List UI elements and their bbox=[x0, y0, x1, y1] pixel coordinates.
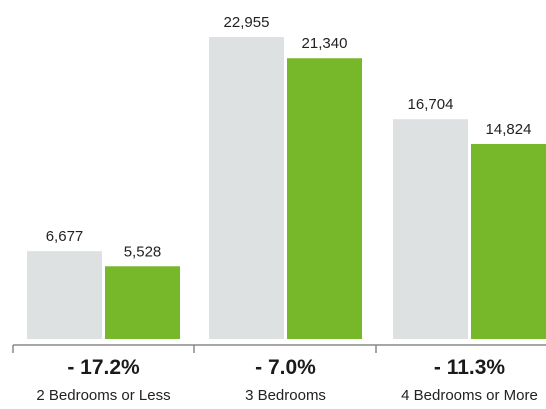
value-label-prior-1: 22,955 bbox=[224, 14, 270, 31]
change-label-1: - 7.0% bbox=[255, 356, 316, 379]
category-label-1: 3 Bedrooms bbox=[245, 387, 326, 404]
value-label-prior-0: 6,677 bbox=[46, 228, 84, 245]
value-label-current-1: 21,340 bbox=[302, 35, 348, 52]
bar-current-0 bbox=[105, 266, 180, 339]
category-label-0: 2 Bedrooms or Less bbox=[36, 387, 170, 404]
bar-prior-1 bbox=[209, 37, 284, 339]
category-label-2: 4 Bedrooms or More bbox=[401, 387, 538, 404]
value-label-current-2: 14,824 bbox=[486, 121, 532, 138]
change-label-2: - 11.3% bbox=[434, 356, 506, 379]
value-label-current-0: 5,528 bbox=[124, 243, 162, 260]
bar-prior-0 bbox=[27, 251, 102, 339]
bar-current-1 bbox=[287, 58, 362, 339]
bar-prior-2 bbox=[393, 119, 468, 339]
value-label-prior-2: 16,704 bbox=[408, 96, 454, 113]
bar-current-2 bbox=[471, 143, 546, 339]
change-label-0: - 17.2% bbox=[67, 356, 140, 379]
